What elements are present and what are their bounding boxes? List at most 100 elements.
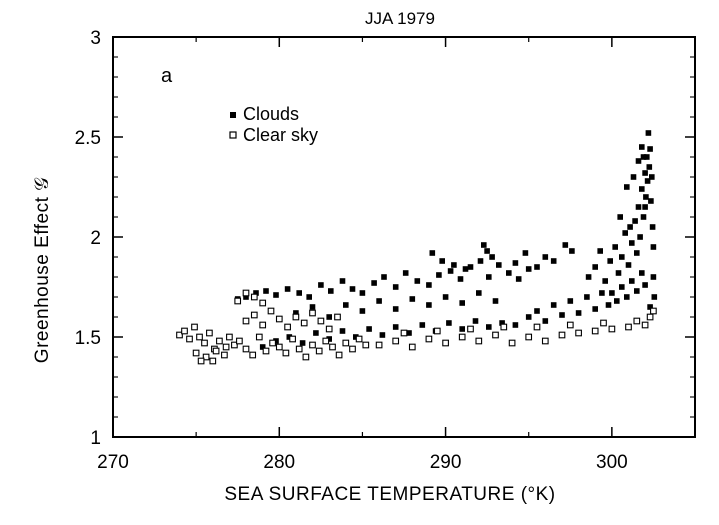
clear-sky-point-64	[541, 337, 549, 345]
clouds-point-13	[371, 280, 377, 286]
clouds-point-26	[506, 270, 512, 276]
clear-sky-point-36	[355, 335, 363, 343]
clouds-point-70	[522, 250, 529, 256]
clouds-point-8	[318, 282, 324, 288]
clear-sky-point-40	[259, 321, 267, 329]
clouds-point-57	[426, 302, 432, 308]
clouds-point-3	[263, 288, 269, 294]
clouds-point-82	[575, 310, 582, 316]
clouds-point-53	[359, 308, 366, 314]
plot-frame	[112, 36, 696, 438]
clouds-point-27	[515, 276, 522, 282]
clouds-point-120	[624, 294, 630, 300]
clouds-point-56	[409, 296, 416, 302]
clouds-point-131	[639, 144, 645, 150]
clouds-point-19	[436, 272, 442, 278]
clouds-point-11	[349, 286, 356, 292]
clear-sky-point-27	[295, 345, 303, 353]
clear-sky-point-78	[633, 317, 641, 325]
clear-sky-point-12	[192, 349, 200, 357]
legend-marker-clear-sky	[229, 131, 237, 139]
clear-sky-point-57	[425, 335, 433, 343]
clear-sky-point-53	[259, 299, 267, 307]
clouds-point-20	[447, 268, 454, 274]
clear-sky-point-43	[284, 323, 291, 331]
clear-sky-point-42	[275, 315, 283, 323]
clouds-point-114	[650, 244, 657, 250]
clouds-point-92	[612, 244, 618, 250]
clouds-point-24	[486, 274, 492, 280]
clouds-point-68	[489, 254, 495, 260]
clear-sky-point-79	[646, 313, 654, 321]
clouds-point-130	[635, 158, 642, 164]
clear-sky-point-9	[221, 351, 228, 359]
clear-sky-point-50	[234, 297, 242, 305]
clear-sky-point-56	[408, 343, 416, 351]
clear-sky-point-73	[467, 325, 474, 333]
clear-sky-point-35	[349, 345, 356, 353]
clear-sky-point-8	[216, 337, 223, 345]
clouds-point-133	[640, 154, 647, 160]
clouds-point-116	[651, 294, 658, 300]
clouds-point-106	[644, 154, 650, 160]
clouds-point-104	[642, 170, 648, 176]
clear-sky-point-13	[202, 353, 210, 361]
clouds-point-112	[649, 174, 655, 180]
y-tick-label-2.5: 2.5	[75, 128, 101, 149]
clouds-point-102	[639, 186, 645, 192]
clear-sky-point-22	[262, 347, 270, 355]
legend-marker-clouds	[230, 112, 236, 118]
clear-sky-point-49	[334, 313, 341, 321]
x-tick-label-270: 270	[97, 452, 129, 473]
clear-sky-point-54	[375, 341, 383, 349]
clouds-point-71	[534, 264, 540, 270]
clear-sky-point-48	[325, 325, 333, 333]
clouds-point-132	[642, 204, 648, 210]
clouds-point-4	[273, 292, 279, 298]
clear-sky-point-58	[442, 339, 449, 347]
clouds-point-89	[597, 248, 603, 254]
clear-sky-point-77	[600, 319, 607, 327]
clear-sky-point-38	[242, 317, 250, 325]
clouds-point-85	[599, 290, 605, 296]
clouds-point-129	[630, 174, 637, 180]
clear-sky-point-0	[176, 331, 183, 339]
clear-sky-point-25	[282, 349, 290, 357]
clear-sky-point-65	[558, 331, 566, 339]
clouds-point-100	[635, 204, 642, 210]
clouds-point-77	[534, 308, 540, 314]
clouds-point-64	[451, 262, 457, 268]
clear-sky-point-29	[309, 341, 316, 349]
clouds-point-51	[326, 314, 332, 320]
clouds-point-18	[426, 282, 432, 288]
clear-sky-point-19	[242, 345, 250, 353]
clouds-point-65	[462, 266, 469, 272]
clear-sky-point-34	[342, 339, 350, 347]
clear-sky-point-17	[222, 343, 230, 351]
clouds-point-78	[542, 318, 549, 324]
clouds-point-15	[392, 284, 399, 290]
clear-sky-point-67	[591, 327, 599, 335]
clear-sky-point-69	[625, 323, 632, 331]
clouds-point-29	[259, 344, 266, 350]
clouds-point-98	[632, 218, 638, 224]
clear-sky-point-75	[533, 323, 541, 331]
clear-sky-point-1	[181, 327, 188, 335]
clouds-point-69	[512, 260, 519, 266]
clouds-point-110	[647, 146, 653, 152]
clouds-point-37	[366, 326, 372, 332]
ticks-layer: 270 280 290 300 1 1.5 2 2.5 3	[75, 28, 695, 473]
clouds-point-63	[439, 258, 445, 264]
clouds-point-75	[569, 248, 575, 254]
clear-sky-point-18	[236, 337, 243, 345]
clear-sky-point-44	[292, 313, 300, 321]
clouds-point-99	[634, 250, 640, 256]
clouds-point-121	[629, 278, 635, 284]
clouds-point-67	[484, 248, 490, 254]
clouds-point-9	[328, 288, 334, 294]
y-axis-title: Greenhouse Effect 𝒢	[32, 177, 53, 363]
clouds-point-32	[299, 340, 306, 346]
clear-sky-point-11	[231, 341, 238, 349]
clear-sky-point-10	[226, 333, 233, 341]
clouds-point-46	[486, 324, 492, 330]
